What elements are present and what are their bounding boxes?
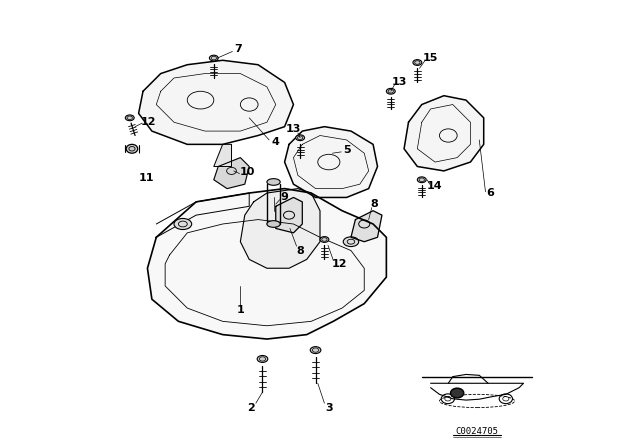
Polygon shape xyxy=(404,96,484,171)
Ellipse shape xyxy=(174,219,192,229)
Polygon shape xyxy=(285,127,378,198)
Text: 8: 8 xyxy=(296,246,304,255)
Polygon shape xyxy=(147,189,387,339)
Text: 3: 3 xyxy=(325,403,333,413)
Text: 14: 14 xyxy=(426,181,442,191)
Text: 4: 4 xyxy=(272,137,280,147)
Text: 10: 10 xyxy=(239,167,255,177)
Text: 2: 2 xyxy=(248,403,255,413)
Text: 13: 13 xyxy=(392,77,407,86)
Polygon shape xyxy=(214,144,232,167)
Ellipse shape xyxy=(267,221,280,227)
Ellipse shape xyxy=(310,347,321,353)
Text: 6: 6 xyxy=(486,188,494,198)
Text: 5: 5 xyxy=(343,145,350,155)
Ellipse shape xyxy=(125,115,134,121)
Text: 13: 13 xyxy=(286,124,301,134)
Polygon shape xyxy=(214,158,249,189)
Text: 12: 12 xyxy=(141,117,156,127)
Text: 7: 7 xyxy=(234,44,242,54)
Ellipse shape xyxy=(387,88,396,94)
Ellipse shape xyxy=(209,55,218,61)
Polygon shape xyxy=(276,198,302,233)
Ellipse shape xyxy=(267,179,280,185)
Ellipse shape xyxy=(296,135,305,141)
Polygon shape xyxy=(241,189,320,268)
Polygon shape xyxy=(139,60,294,144)
Text: 15: 15 xyxy=(423,53,438,63)
Ellipse shape xyxy=(343,237,358,246)
Text: 1: 1 xyxy=(237,305,244,315)
Ellipse shape xyxy=(126,144,138,153)
Ellipse shape xyxy=(417,177,426,183)
Ellipse shape xyxy=(451,388,464,398)
Polygon shape xyxy=(351,211,382,242)
Ellipse shape xyxy=(257,356,268,362)
Text: 12: 12 xyxy=(332,259,347,269)
Ellipse shape xyxy=(413,60,422,65)
Ellipse shape xyxy=(320,237,329,242)
Text: 11: 11 xyxy=(138,173,154,183)
Text: C0024705: C0024705 xyxy=(456,427,499,436)
Text: 9: 9 xyxy=(281,193,289,202)
Text: 8: 8 xyxy=(370,199,378,209)
